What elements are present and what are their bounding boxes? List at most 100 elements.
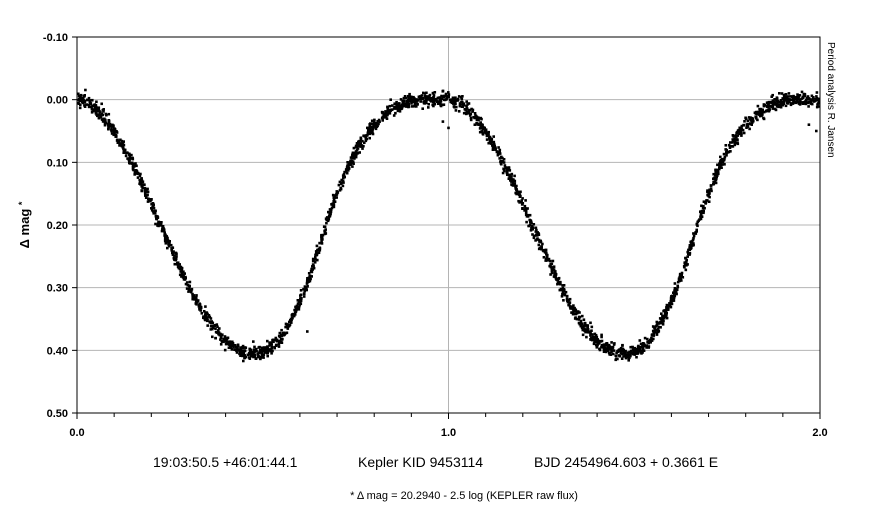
data-point — [77, 94, 81, 98]
data-point — [299, 299, 302, 302]
data-point — [170, 247, 174, 251]
data-point — [583, 321, 587, 325]
data-point — [444, 92, 448, 96]
data-point — [639, 342, 643, 346]
data-point — [206, 319, 209, 322]
data-point — [663, 309, 666, 312]
data-point — [686, 250, 689, 254]
data-point — [320, 233, 323, 237]
data-point — [782, 98, 786, 102]
data-point — [198, 308, 201, 311]
data-point — [759, 107, 763, 111]
data-point — [670, 294, 674, 298]
data-point — [205, 311, 209, 314]
data-point — [810, 98, 813, 101]
data-point — [149, 199, 152, 203]
data-point — [669, 299, 673, 303]
data-point — [733, 140, 737, 144]
data-point — [135, 169, 138, 173]
data-point — [152, 210, 156, 214]
data-point — [185, 281, 189, 284]
data-point — [298, 301, 302, 304]
data-point — [619, 349, 623, 353]
data-point — [504, 167, 507, 170]
data-point — [222, 340, 225, 344]
data-point — [586, 330, 589, 334]
data-point — [518, 193, 522, 196]
data-point — [532, 234, 536, 238]
data-point — [497, 146, 500, 149]
data-point — [804, 102, 807, 105]
data-point — [335, 196, 338, 199]
data-point — [680, 271, 684, 275]
data-point — [750, 123, 753, 126]
data-point — [813, 99, 817, 103]
data-point — [230, 348, 234, 351]
data-point — [629, 349, 633, 353]
data-point — [709, 184, 713, 187]
data-point — [357, 140, 361, 143]
data-point — [266, 350, 270, 353]
data-point — [608, 347, 611, 351]
data-point — [122, 147, 125, 150]
data-point — [156, 222, 160, 226]
data-point — [384, 115, 388, 119]
data-point — [291, 316, 294, 320]
data-point — [77, 92, 80, 96]
data-point — [310, 275, 313, 278]
y-tick-label: 0.20 — [47, 220, 68, 232]
data-point — [654, 328, 657, 332]
data-point — [372, 120, 376, 124]
data-point — [327, 215, 331, 218]
data-point — [455, 105, 458, 109]
data-point — [702, 204, 705, 208]
data-point — [594, 343, 598, 347]
data-point — [236, 345, 239, 349]
data-point — [308, 275, 311, 278]
data-point — [562, 299, 565, 302]
data-point — [447, 95, 450, 99]
data-point — [786, 95, 790, 98]
data-point — [789, 95, 792, 98]
data-point — [235, 349, 238, 352]
data-point — [410, 102, 413, 105]
data-point — [487, 141, 490, 145]
data-point — [759, 109, 762, 113]
data-point — [442, 95, 445, 98]
data-point — [528, 218, 531, 222]
data-point — [647, 339, 651, 343]
data-point — [556, 281, 560, 284]
data-point — [333, 196, 337, 199]
data-point — [135, 164, 138, 168]
data-point — [174, 257, 178, 261]
data-point — [485, 138, 489, 141]
data-point — [658, 317, 662, 320]
data-point — [390, 108, 394, 111]
data-point — [248, 347, 251, 351]
data-point — [552, 268, 556, 271]
data-point — [517, 190, 520, 194]
data-point — [618, 354, 622, 358]
data-point — [591, 337, 595, 340]
data-point — [661, 321, 664, 325]
data-point — [629, 345, 632, 349]
data-point — [315, 252, 318, 255]
data-point — [468, 108, 471, 112]
data-point — [716, 163, 719, 167]
data-point — [451, 100, 455, 104]
data-point — [571, 308, 575, 311]
data-point — [549, 264, 552, 268]
data-point — [782, 93, 786, 97]
data-point — [714, 169, 717, 172]
y-axis-label-text: mag — [17, 209, 32, 236]
data-point — [479, 121, 482, 124]
data-point — [670, 302, 674, 306]
data-point — [423, 102, 427, 105]
data-point — [360, 144, 364, 147]
data-point — [171, 246, 175, 249]
data-point — [756, 118, 759, 122]
data-point — [286, 323, 289, 326]
data-point — [680, 275, 683, 279]
data-point — [778, 92, 781, 95]
data-point — [386, 107, 389, 110]
